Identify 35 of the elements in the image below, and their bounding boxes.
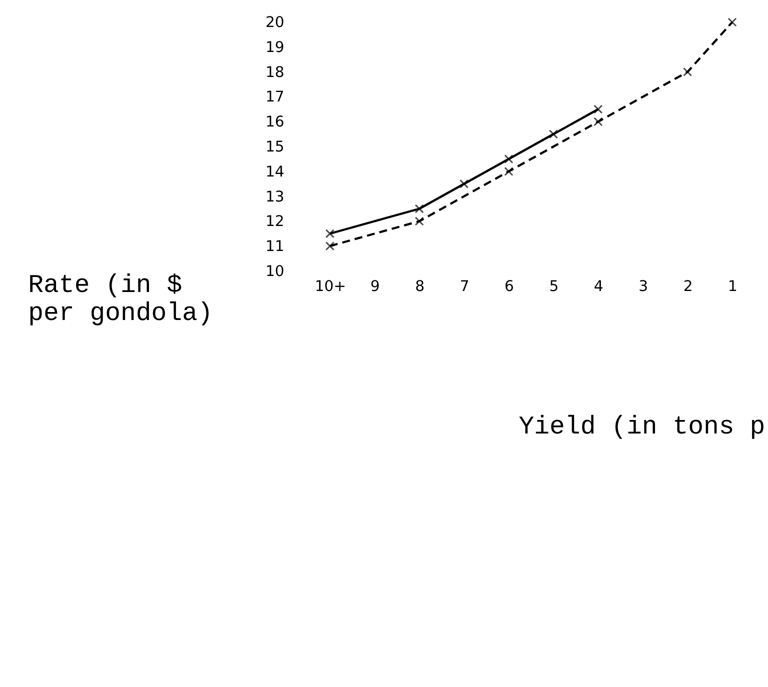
y-tick-label: 13 [265, 188, 284, 206]
point [548, 130, 558, 139]
x-tick-label: 9 [370, 278, 380, 296]
point [325, 242, 334, 251]
y-tick-label: 18 [265, 64, 284, 81]
x-tick-label: 8 [415, 278, 425, 296]
y-tick-label: 12 [265, 213, 284, 230]
x-tick-label: 1 [728, 278, 738, 296]
x-tick-label: 7 [460, 278, 470, 296]
y-axis-title: Rate (in $ per gondola) [28, 271, 213, 328]
y-tick-label: 20 [265, 14, 284, 32]
point [414, 216, 424, 226]
x-tick-label: 6 [504, 278, 514, 296]
x-tick-label: 2 [683, 278, 693, 296]
point [325, 229, 334, 238]
y-tick-label: 10 [265, 262, 284, 280]
y-tick-label: 15 [265, 138, 284, 156]
y-tick-label: 19 [265, 38, 284, 56]
x-tick-label: 4 [594, 278, 604, 296]
x-tick-label: 10+ [314, 278, 346, 296]
point [682, 67, 692, 76]
point [414, 204, 424, 214]
y-tick-label: 16 [265, 114, 284, 131]
point [459, 179, 469, 188]
point [504, 154, 514, 164]
y-tick-label: 17 [265, 88, 284, 106]
y-tick-label: 11 [265, 238, 284, 256]
point [594, 117, 603, 126]
x-axis-title: Yield (in tons p [518, 412, 766, 442]
point [504, 166, 514, 176]
point [594, 104, 603, 114]
x-tick-label: 5 [549, 278, 559, 296]
y-tick-label: 14 [265, 163, 284, 180]
point [728, 18, 737, 27]
x-tick-label: 3 [638, 278, 648, 296]
